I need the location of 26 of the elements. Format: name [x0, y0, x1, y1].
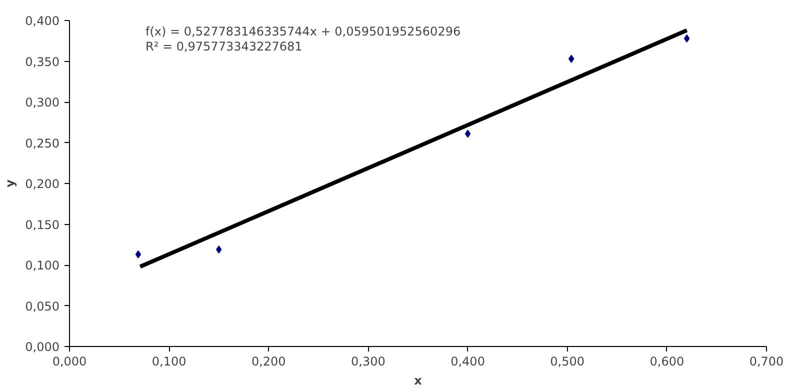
- point: [216, 246, 222, 254]
- y-tick-label: 0,200: [25, 177, 60, 191]
- point: [135, 250, 142, 258]
- y-tick-label: 0,050: [25, 299, 60, 314]
- annotation: f(x) = 0,527783146335744x + 0,059501952560296: [146, 24, 461, 38]
- x-axis-title: x: [414, 374, 422, 388]
- y-tick-label: 0,150: [25, 218, 60, 232]
- x-tick-label: 0,100: [152, 354, 186, 368]
- y-tick-label: 0,100: [25, 258, 60, 272]
- y-tick-label: 0,250: [25, 136, 60, 150]
- annotation: R² = 0,975773343227681: [146, 40, 302, 54]
- y-tick-label: 0,350: [25, 54, 60, 69]
- y-tick-label: 0,300: [25, 96, 60, 110]
- y-tick-label: 0,000: [25, 340, 60, 354]
- x-tick-label: 0,300: [351, 354, 386, 368]
- x-tick-label: 0,000: [52, 354, 87, 368]
- x-tick-label: 0,500: [550, 354, 585, 368]
- x-tick-label: 0,700: [749, 354, 784, 368]
- point: [684, 34, 690, 42]
- y-axis-title: y: [3, 179, 18, 188]
- x-tick-label: 0,600: [650, 354, 684, 368]
- point: [464, 130, 471, 138]
- x-tick-label: 0,400: [450, 354, 485, 368]
- point: [568, 54, 574, 63]
- y-tick-label: 0,400: [25, 14, 60, 28]
- x-tick-label: 0,200: [251, 354, 286, 368]
